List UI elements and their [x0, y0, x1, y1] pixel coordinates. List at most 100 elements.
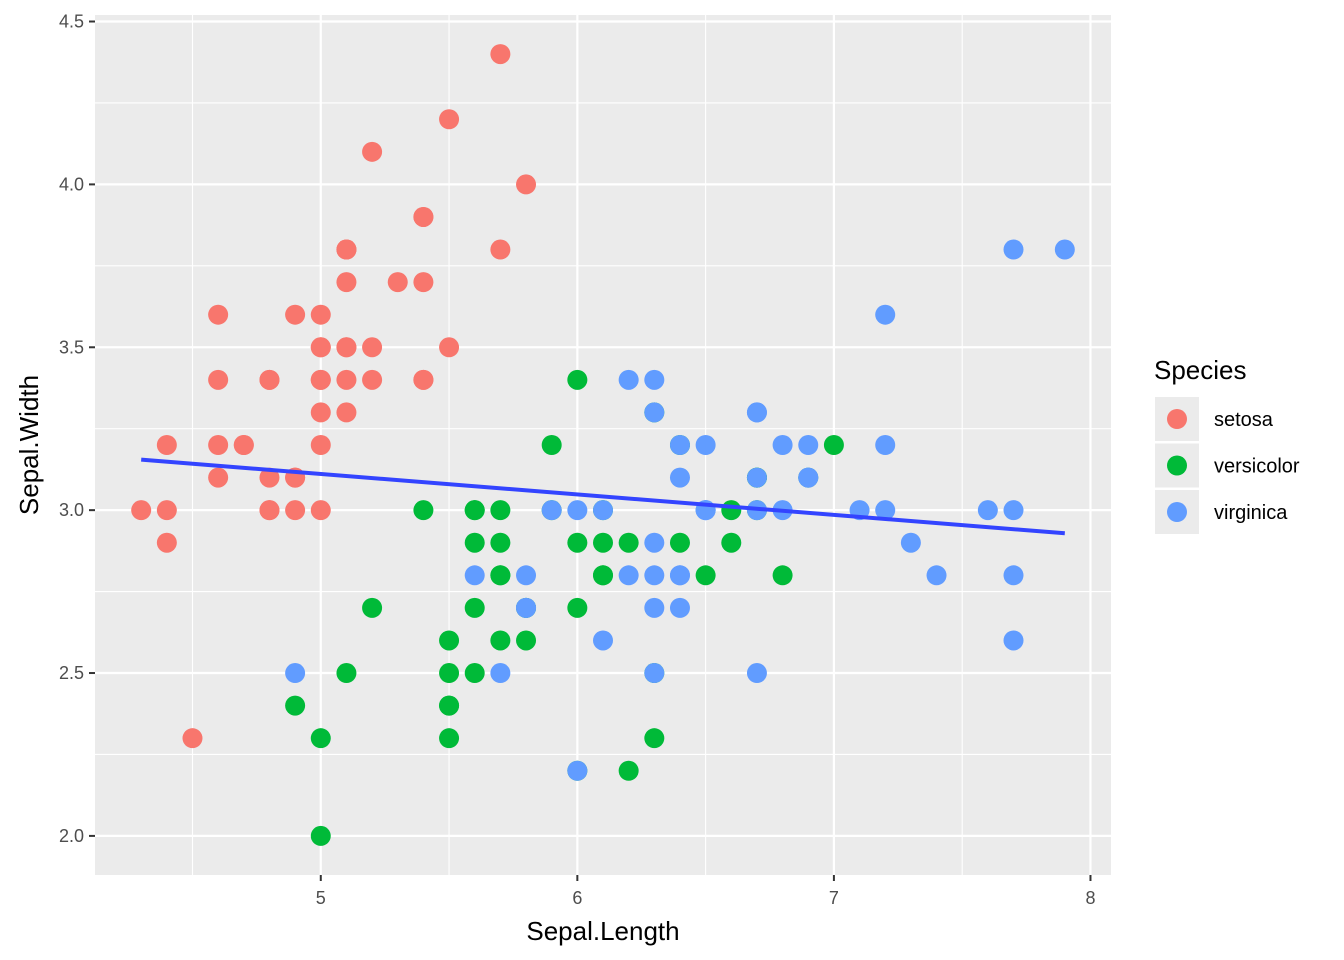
legend-swatch-setosa — [1167, 409, 1187, 429]
virginica-point — [567, 500, 588, 521]
virginica-point — [516, 565, 537, 586]
setosa-point — [208, 369, 229, 390]
y-tick-label: 2.0 — [59, 826, 84, 846]
virginica-point — [772, 435, 793, 455]
setosa-point — [156, 500, 177, 521]
virginica-point — [618, 369, 639, 390]
setosa-point — [336, 402, 357, 423]
versicolor-point — [721, 532, 742, 553]
setosa-point — [336, 239, 357, 260]
virginica-point — [669, 597, 690, 618]
versicolor-point — [823, 435, 844, 455]
legend-swatch-virginica — [1167, 502, 1187, 522]
versicolor-point — [464, 532, 485, 553]
virginica-point — [695, 435, 716, 455]
setosa-point — [336, 369, 357, 390]
virginica-point — [541, 500, 562, 521]
virginica-point — [644, 663, 665, 684]
versicolor-point — [464, 663, 485, 684]
setosa-point — [362, 369, 383, 390]
virginica-point — [593, 630, 613, 651]
minor-gridlines — [95, 15, 1111, 875]
virginica-point — [875, 435, 896, 455]
virginica-point — [798, 467, 819, 488]
versicolor-point — [310, 825, 331, 846]
setosa-point — [156, 532, 177, 553]
x-tick-label: 5 — [316, 888, 326, 908]
versicolor-point — [439, 695, 460, 716]
versicolor-point — [644, 728, 665, 749]
versicolor-point — [567, 532, 588, 553]
setosa-point — [336, 272, 357, 293]
versicolor-point — [490, 500, 511, 521]
versicolor-point — [362, 597, 383, 618]
virginica-point — [490, 663, 511, 684]
setosa-point — [413, 272, 434, 293]
setosa-point — [310, 435, 331, 455]
virginica-point — [516, 597, 537, 618]
legend-label-setosa: setosa — [1214, 409, 1274, 431]
legend-swatch-versicolor — [1167, 455, 1187, 476]
virginica-point — [593, 500, 613, 521]
virginica-point — [644, 532, 665, 553]
versicolor-point — [567, 597, 588, 618]
virginica-point — [669, 565, 690, 586]
virginica-point — [567, 760, 588, 781]
setosa-point — [413, 206, 434, 227]
setosa-point — [490, 44, 511, 65]
y-tick-label: 3.5 — [59, 337, 84, 357]
versicolor-point — [490, 565, 511, 586]
y-tick-label: 4.0 — [59, 174, 84, 194]
y-tick-label: 4.5 — [59, 12, 84, 32]
setosa-point — [259, 369, 280, 390]
versicolor-point — [541, 435, 562, 455]
setosa-point — [208, 435, 229, 455]
virginica-point — [644, 565, 665, 586]
x-axis: 5 6 7 8 — [316, 875, 1095, 908]
setosa-point — [413, 369, 434, 390]
virginica-point — [746, 663, 767, 684]
versicolor-point — [439, 663, 460, 684]
virginica-point — [926, 565, 947, 586]
versicolor-point — [669, 532, 690, 553]
virginica-point — [900, 532, 921, 553]
setosa-point — [310, 337, 331, 358]
virginica-point — [464, 565, 485, 586]
versicolor-point — [336, 663, 357, 684]
versicolor-point — [310, 728, 331, 749]
setosa-point — [310, 500, 331, 521]
setosa-point — [259, 500, 280, 521]
setosa-point — [336, 337, 357, 358]
versicolor-point — [464, 597, 485, 618]
setosa-point — [285, 304, 306, 325]
setosa-point — [208, 467, 229, 488]
data-points — [131, 44, 1075, 846]
virginica-point — [1003, 630, 1024, 651]
versicolor-point — [413, 500, 434, 521]
setosa-point — [516, 174, 537, 195]
y-tick-label: 3.0 — [59, 500, 84, 520]
versicolor-point — [695, 565, 716, 586]
virginica-point — [1003, 239, 1024, 260]
virginica-point — [798, 435, 819, 455]
plot-panel — [95, 15, 1111, 875]
setosa-point — [259, 467, 280, 488]
setosa-point — [310, 369, 331, 390]
legend-items: setosa versicolor virginica — [1155, 397, 1300, 534]
virginica-point — [644, 402, 665, 423]
virginica-point — [285, 663, 306, 684]
setosa-point — [208, 304, 229, 325]
versicolor-point — [490, 630, 511, 651]
virginica-point — [875, 500, 896, 521]
virginica-point — [977, 500, 998, 521]
setosa-point — [310, 304, 331, 325]
versicolor-point — [721, 500, 742, 521]
setosa-point — [362, 141, 383, 162]
legend-label-virginica: virginica — [1214, 502, 1288, 524]
versicolor-point — [618, 760, 639, 781]
setosa-point — [490, 239, 511, 260]
virginica-point — [669, 435, 690, 455]
virginica-point — [1003, 500, 1024, 521]
versicolor-point — [772, 565, 793, 586]
versicolor-point — [593, 565, 613, 586]
